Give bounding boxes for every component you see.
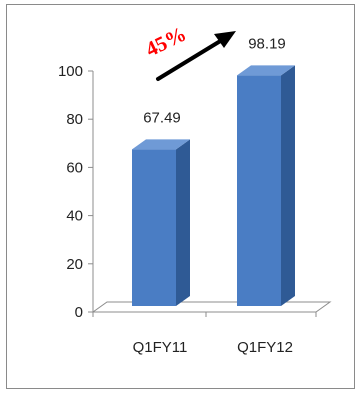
y-tick-label: 40 [66,208,83,225]
bar-side-q1fy12 [281,65,295,307]
growth-arrow-head-icon [214,31,236,48]
bar-front-q1fy12 [237,75,281,307]
y-tick-label: 20 [66,256,83,273]
y-tick-label: 60 [66,159,83,176]
chart-floor [91,301,332,313]
x-category-label: Q1FY11 [133,339,188,356]
growth-arrow-icon [156,38,224,81]
bar-top-q1fy12 [237,65,295,76]
y-tick-label: 100 [58,63,83,80]
growth-annotation-label: 45% [142,22,190,62]
bar-front-q1fy11 [132,149,176,306]
y-tick-label: 0 [75,304,83,321]
bar-data-label: 98.19 [248,35,286,52]
x-category-label: Q1FY12 [237,339,293,356]
bar-top-q1fy11 [132,139,190,150]
bar-side-q1fy11 [176,139,190,306]
y-tick-label: 80 [66,111,83,128]
bar-data-label: 67.49 [143,109,181,126]
